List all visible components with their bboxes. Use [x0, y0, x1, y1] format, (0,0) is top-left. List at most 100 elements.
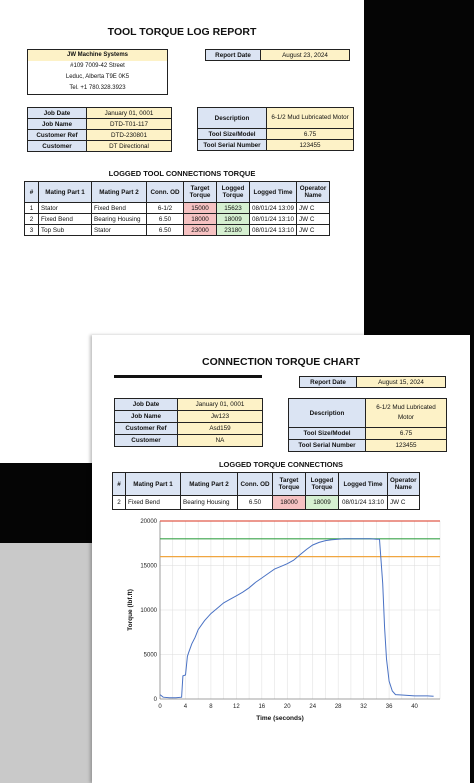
- cell: Top Sub: [38, 224, 92, 236]
- company-address-line1: #109 7009-42 Street: [70, 63, 125, 69]
- customer-ref-label: Customer Ref: [114, 422, 178, 435]
- job-date-label: Job Date: [114, 398, 178, 411]
- cell: 18009: [305, 495, 339, 510]
- x-tick-label: 20: [284, 704, 291, 710]
- x-tick-label: 36: [386, 704, 393, 710]
- title-underline: [114, 375, 262, 378]
- cell: 6.50: [146, 224, 184, 236]
- table-row: 2 Fixed Bend Bearing Housing 6.50 18000 …: [112, 495, 420, 510]
- x-tick-label: 4: [184, 704, 188, 710]
- job-name-value: Jw123: [177, 410, 263, 423]
- col-header: #: [24, 181, 39, 203]
- col-header: Logged Time: [248, 181, 298, 203]
- cell: Stator: [91, 224, 147, 236]
- job-date-label: Job Date: [27, 107, 87, 119]
- torque-chart: 0 4 8 12 16 20 24 28 32 36 40 0 5000 10000 15000 20000 T…: [127, 519, 441, 722]
- cell: JW C: [296, 202, 331, 214]
- job-info-table-2: Job Date January 01, 0001 Job Name Jw123 C…: [114, 398, 263, 447]
- report-date-label: Report Date: [205, 49, 261, 61]
- background-dark-area-left: [0, 463, 92, 543]
- chart-report-title: CONNECTION TORQUE CHART: [202, 356, 360, 368]
- tool-serial-label: Tool Serial Number: [197, 139, 267, 151]
- customer-ref-value: DTD-230801: [86, 129, 172, 141]
- y-axis-label: Torque (lbf.ft): [127, 589, 134, 631]
- cell: Fixed Bend: [125, 495, 181, 510]
- report-date-table-2: Report Date August 15, 2024: [299, 376, 446, 388]
- col-header: Mating Part 2: [91, 181, 147, 203]
- cell: 08/01/24 13:10: [248, 213, 298, 225]
- cell: 15623: [216, 202, 250, 214]
- job-date-value: January 01, 0001: [86, 107, 172, 119]
- company-phone: Tel. +1 780.328.3923: [69, 85, 126, 91]
- col-header: Mating Part 2: [180, 472, 238, 496]
- background-gray-area: [0, 543, 92, 783]
- col-header: Logged Torque: [305, 472, 339, 496]
- company-block: JW Machine Systems #109 7009-42 Street L…: [27, 49, 168, 95]
- cell: Stator: [38, 202, 92, 214]
- section-title: LOGGED TOOL CONNECTIONS TORQUE: [108, 169, 256, 178]
- background-dark-edge: [470, 335, 474, 783]
- description-label: Description: [197, 107, 267, 129]
- cell: Fixed Bend: [91, 202, 147, 214]
- company-address-line2: Leduc, Alberta T9E 0K5: [65, 74, 130, 80]
- x-tick-label: 8: [209, 704, 213, 710]
- col-header: Conn. OD: [237, 472, 273, 496]
- customer-value: DT Directional: [86, 140, 172, 152]
- x-tick-label: 32: [360, 704, 367, 710]
- cell: Bearing Housing: [91, 213, 147, 225]
- cell: 08/01/24 13:10: [338, 495, 388, 510]
- customer-label: Customer: [114, 434, 178, 447]
- table-row: 3 Top Sub Stator 6.50 23000 23180 08/01/…: [24, 224, 331, 236]
- torque-series-line: [159, 538, 434, 699]
- col-header: Operator Name: [387, 472, 420, 496]
- tool-size-label: Tool Size/Model: [197, 128, 267, 140]
- description-label: Description: [288, 398, 366, 428]
- cell: 18000: [183, 213, 217, 225]
- table-row: 1 Stator Fixed Bend 6-1/2 15000 15623 08…: [24, 202, 331, 214]
- cell: 18000: [272, 495, 306, 510]
- tool-info-table: Description 6-1/2 Mud Lubricated Motor To…: [197, 107, 354, 151]
- col-header: Conn. OD: [146, 181, 184, 203]
- customer-ref-label: Customer Ref: [27, 129, 87, 141]
- tool-serial-label: Tool Serial Number: [288, 439, 366, 452]
- customer-value: NA: [177, 434, 263, 447]
- x-tick-label: 0: [158, 704, 162, 710]
- y-tick-label: 0: [154, 697, 158, 703]
- cell: 3: [24, 224, 39, 236]
- y-tick-label: 5000: [144, 653, 158, 659]
- report-date-value: August 15, 2024: [356, 376, 446, 388]
- cell: 1: [24, 202, 39, 214]
- x-tick-label: 16: [258, 704, 265, 710]
- report-date-value: August 23, 2024: [260, 49, 350, 61]
- table-row: 2 Fixed Bend Bearing Housing 6.50 18000 …: [24, 213, 331, 225]
- job-name-label: Job Name: [114, 410, 178, 423]
- col-header: Mating Part 1: [125, 472, 181, 496]
- tool-size-value: 6.75: [365, 427, 447, 440]
- cell: 6.50: [237, 495, 273, 510]
- cell: JW C: [296, 213, 331, 225]
- y-tick-label: 10000: [140, 608, 157, 614]
- col-header: #: [112, 472, 126, 496]
- tool-torque-log-sheet: TOOL TORQUE LOG REPORT JW Machine System…: [0, 0, 364, 335]
- col-header: Target Torque: [183, 181, 217, 203]
- cell: 23180: [216, 224, 250, 236]
- col-header: Target Torque: [272, 472, 306, 496]
- col-header: Logged Torque: [216, 181, 250, 203]
- company-name: JW Machine Systems: [28, 50, 167, 61]
- cell: 23000: [183, 224, 217, 236]
- x-tick-label: 28: [335, 704, 342, 710]
- cell: JW C: [387, 495, 420, 510]
- col-header: Logged Time: [338, 472, 388, 496]
- x-axis-label: Time (seconds): [256, 715, 304, 722]
- tool-serial-value: 123455: [365, 439, 447, 452]
- tool-serial-value: 123455: [266, 139, 354, 151]
- cell: Bearing Housing: [180, 495, 238, 510]
- customer-ref-value: Asd159: [177, 422, 263, 435]
- section-title-2: LOGGED TORQUE CONNECTIONS: [218, 460, 344, 469]
- cell: 15000: [183, 202, 217, 214]
- x-tick-label: 24: [309, 704, 316, 710]
- col-header: Mating Part 1: [38, 181, 92, 203]
- cell: 2: [24, 213, 39, 225]
- tool-size-value: 6.75: [266, 128, 354, 140]
- description-value: 6-1/2 Mud Lubricated Motor: [266, 107, 354, 129]
